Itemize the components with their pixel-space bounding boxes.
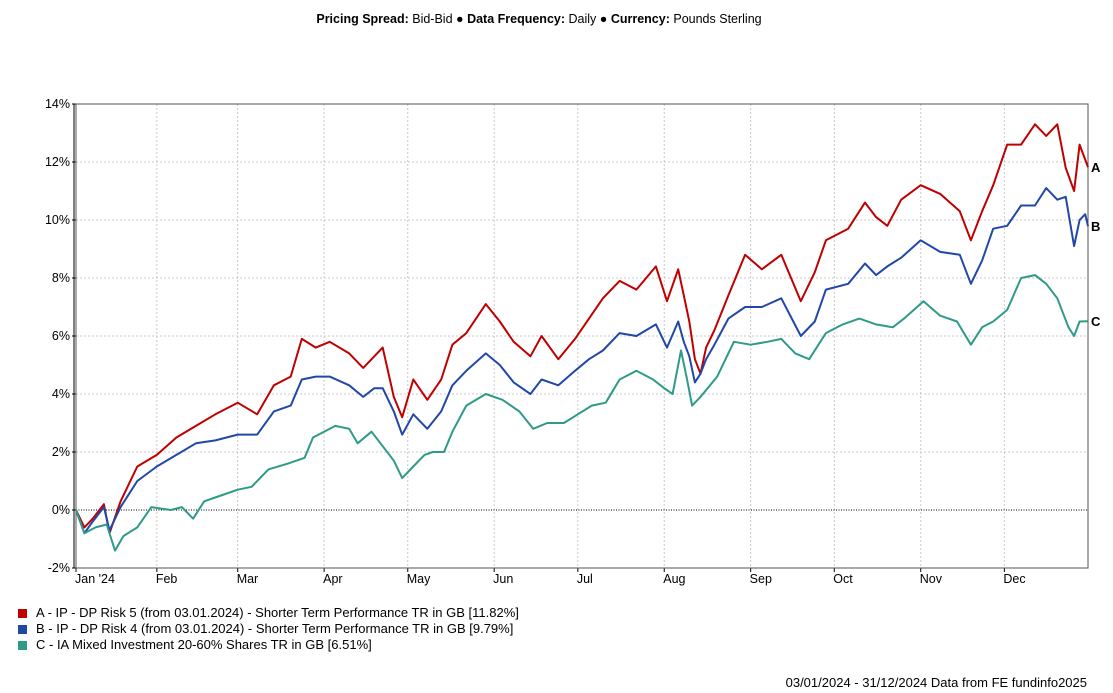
performance-line-chart: -2% 0% 2% 4% 6% 8% 10% 12% 14% Jan '24 Feb Mar Apr Ma… [45,97,1101,586]
header-separator: ● [599,12,608,26]
x-tick-label: Jan '24 [75,572,115,586]
series-line-b [75,187,1089,535]
x-tick-label: Jul [577,572,593,586]
series-end-label-a: A [1091,160,1101,175]
pricing-spread-value: Bid-Bid [412,12,453,26]
data-source-footer: 03/01/2024 - 31/12/2024 Data from FE fun… [785,675,1087,690]
x-tick-label: Feb [156,572,178,586]
currency-value: Pounds Sterling [673,12,762,26]
x-tick-label: Jun [493,572,513,586]
legend-label: C - IA Mixed Investment 20-60% Shares TR… [36,637,372,652]
y-tick-label: 4% [52,387,70,401]
y-tick-label: 8% [52,271,70,285]
series-end-label-b: B [1091,219,1100,234]
y-tick-label: -2% [48,561,70,575]
y-tick-label: 14% [45,97,70,111]
legend-item-a: A - IP - DP Risk 5 (from 03.01.2024) - S… [18,605,519,621]
legend-swatch [18,624,27,634]
x-tick-label: Sep [750,572,772,586]
data-frequency-label: Data Frequency: [467,12,566,26]
series-line-c [75,274,1089,552]
legend-label: A - IP - DP Risk 5 (from 03.01.2024) - S… [36,605,519,620]
legend-item-c: C - IA Mixed Investment 20-60% Shares TR… [18,637,519,653]
legend-item-b: B - IP - DP Risk 4 (from 03.01.2024) - S… [18,621,519,637]
x-tick-label: Oct [833,572,853,586]
y-tick-label: 0% [52,503,70,517]
y-tick-label: 10% [45,213,70,227]
series-end-label-c: C [1091,314,1101,329]
legend-label: B - IP - DP Risk 4 (from 03.01.2024) - S… [36,621,514,636]
legend-swatch [18,608,27,618]
data-frequency-value: Daily [568,12,597,26]
x-tick-label: Mar [237,572,259,586]
header-separator: ● [456,12,464,26]
series-line-a [75,123,1089,535]
pricing-spread-label: Pricing Spread: [316,12,409,26]
y-tick-label: 6% [52,329,70,343]
x-tick-label: Dec [1003,572,1025,586]
x-tick-label: Aug [663,572,685,586]
x-tick-label: Nov [920,572,943,586]
plot-frame [75,103,1089,569]
y-tick-label: 2% [52,445,70,459]
chart-legend: A - IP - DP Risk 5 (from 03.01.2024) - S… [18,605,519,653]
y-tick-label: 12% [45,155,70,169]
x-tick-label: Apr [323,572,342,586]
chart-header: Pricing Spread: Bid-Bid ● Data Frequency… [0,12,1078,26]
currency-label: Currency: [610,12,670,26]
legend-swatch [18,640,27,650]
x-tick-label: May [407,572,431,586]
